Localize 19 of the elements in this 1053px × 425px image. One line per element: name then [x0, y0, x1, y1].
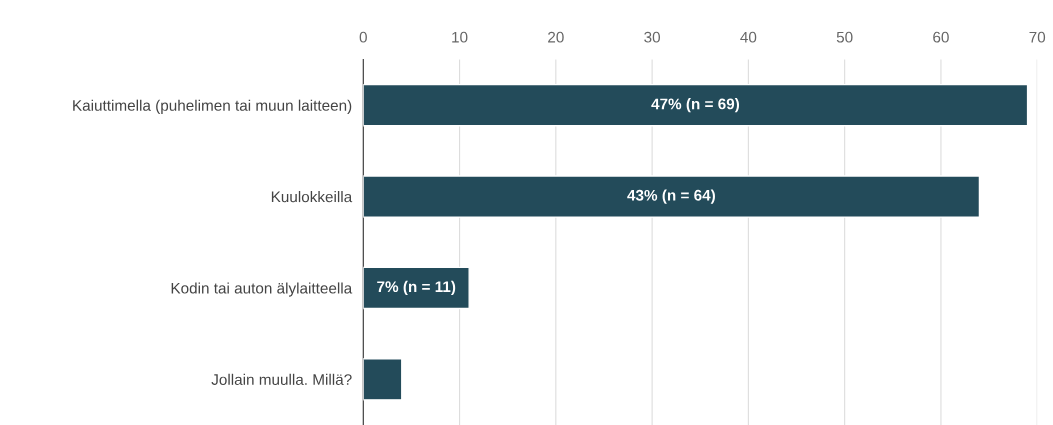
x-tick-label: 10 [452, 31, 468, 43]
y-tick-label: Jollain muulla. Millä? [211, 373, 352, 385]
bar [363, 175, 981, 218]
bar [363, 83, 1029, 127]
bar [363, 266, 470, 310]
data-label: 43% (n = 64) [627, 189, 715, 204]
data-label: 7% (n = 11) [377, 280, 456, 296]
y-tick-label: Kuulokkeilla [271, 191, 353, 203]
x-tick-label: 40 [740, 31, 757, 43]
data-label: 47% (n = 69) [651, 98, 740, 113]
x-tick-label: 50 [836, 31, 853, 43]
y-tick-label: Kaiuttimella (puhelimen tai muun laitteen) [73, 99, 352, 114]
x-tick-label: 30 [644, 31, 661, 43]
x-tick-label: 70 [1029, 31, 1046, 43]
y-tick-label: Kodin tai auton älylaitteella [171, 282, 353, 297]
x-tick-label: 0 [359, 31, 367, 43]
x-tick-label: 60 [933, 31, 949, 43]
bar [363, 358, 403, 401]
x-tick-label: 20 [548, 31, 564, 43]
